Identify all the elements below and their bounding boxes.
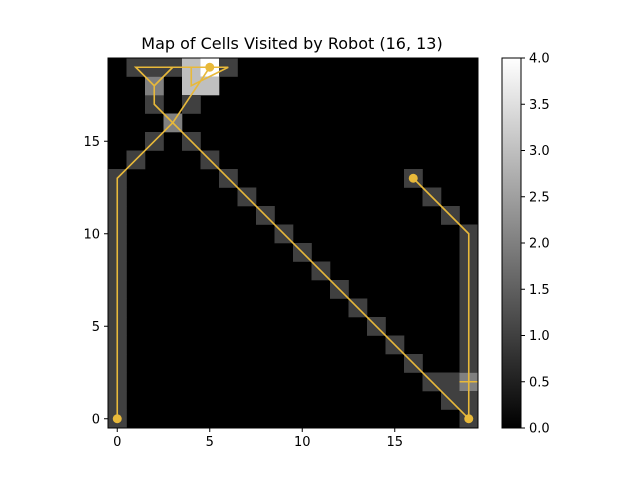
x-tick-label: 15 <box>386 435 403 450</box>
colorbar-tick-label: 0.0 <box>529 422 550 437</box>
colorbar-tick-label: 0.5 <box>529 375 550 390</box>
robot-path-line <box>116 66 470 421</box>
colorbar-scale <box>501 57 522 429</box>
path-marker <box>408 173 418 183</box>
colorbar-tick-label: 3.0 <box>529 144 550 159</box>
heatmap-cell <box>441 372 460 392</box>
colorbar-tick-label: 2.0 <box>529 237 550 252</box>
colorbar: 0.0 0.5 1.0 1.5 2.0 2.5 3.0 3.5 4.0 <box>501 52 550 437</box>
y-tick-label: 10 <box>83 227 100 242</box>
x-tick-label: 5 <box>206 435 214 450</box>
colorbar-tick-label: 1.5 <box>529 283 550 298</box>
heatmap-cell <box>182 95 201 114</box>
heatmap-cell <box>200 76 220 96</box>
colorbar-tick-label: 4.0 <box>529 52 550 67</box>
plot-frame <box>107 57 479 429</box>
y-tick-label: 5 <box>92 320 100 335</box>
path-marker <box>464 414 474 424</box>
x-tick-label: 10 <box>294 435 311 450</box>
plot-area: 0 5 10 15 0 5 10 15 <box>83 57 479 450</box>
path-marker <box>112 414 122 424</box>
colorbar-tick-label: 3.5 <box>529 98 550 113</box>
x-tick-label: 0 <box>113 435 121 450</box>
path-marker <box>205 62 215 72</box>
y-tick-label: 15 <box>83 135 100 150</box>
chart-title: Map of Cells Visited by Robot (16, 13) <box>141 34 442 53</box>
colorbar-tick-label: 1.0 <box>529 329 550 344</box>
y-tick-label: 0 <box>92 412 100 427</box>
colorbar-tick-label: 2.5 <box>529 190 550 205</box>
